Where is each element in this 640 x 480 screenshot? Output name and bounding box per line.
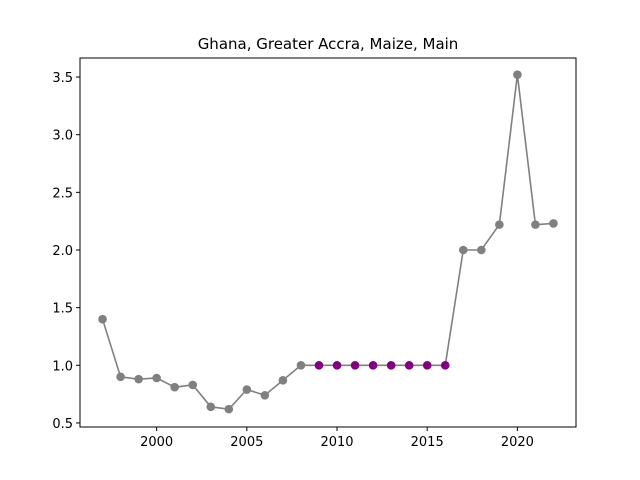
data-point: [152, 373, 161, 383]
y-tick-label: 3.5: [52, 71, 73, 86]
data-point: [531, 220, 540, 229]
x-tick-label: 2005: [230, 435, 263, 450]
y-tick-label: 3.0: [52, 129, 73, 144]
data-point: [188, 380, 198, 390]
data-point: [404, 361, 414, 370]
data-point: [206, 402, 216, 412]
y-tick-label: 2.5: [52, 186, 73, 201]
data-point: [549, 219, 558, 228]
x-tick-label: 2015: [411, 435, 444, 450]
data-point: [314, 361, 324, 370]
y-tick-label: 1.5: [52, 302, 73, 317]
data-point: [386, 361, 396, 370]
x-tick-label: 2020: [501, 435, 534, 450]
data-point: [495, 220, 504, 229]
data-point: [296, 361, 306, 370]
data-point: [422, 361, 432, 370]
y-tick-label: 2.0: [52, 244, 73, 259]
data-point: [477, 245, 486, 255]
x-tick-label: 2010: [320, 435, 353, 450]
data-point: [440, 361, 450, 370]
data-point: [242, 385, 252, 394]
data-point: [134, 374, 143, 384]
chart-title: Ghana, Greater Accra, Maize, Main: [198, 35, 459, 53]
data-point: [513, 70, 522, 80]
data-point: [260, 390, 270, 400]
data-point: [98, 314, 107, 324]
data-point: [458, 245, 468, 255]
data-point: [350, 361, 360, 370]
series-line: [101, 74, 554, 410]
y-tick-label: 1.0: [52, 359, 73, 374]
data-point: [170, 382, 179, 392]
x-tick-label: 2000: [140, 435, 173, 450]
data-point: [278, 375, 288, 385]
data-point: [224, 404, 234, 414]
data-point: [368, 361, 378, 370]
data-point: [332, 361, 342, 370]
y-tick-label: 0.5: [52, 417, 73, 432]
plot-frame: [79, 57, 577, 428]
data-point: [116, 372, 125, 382]
